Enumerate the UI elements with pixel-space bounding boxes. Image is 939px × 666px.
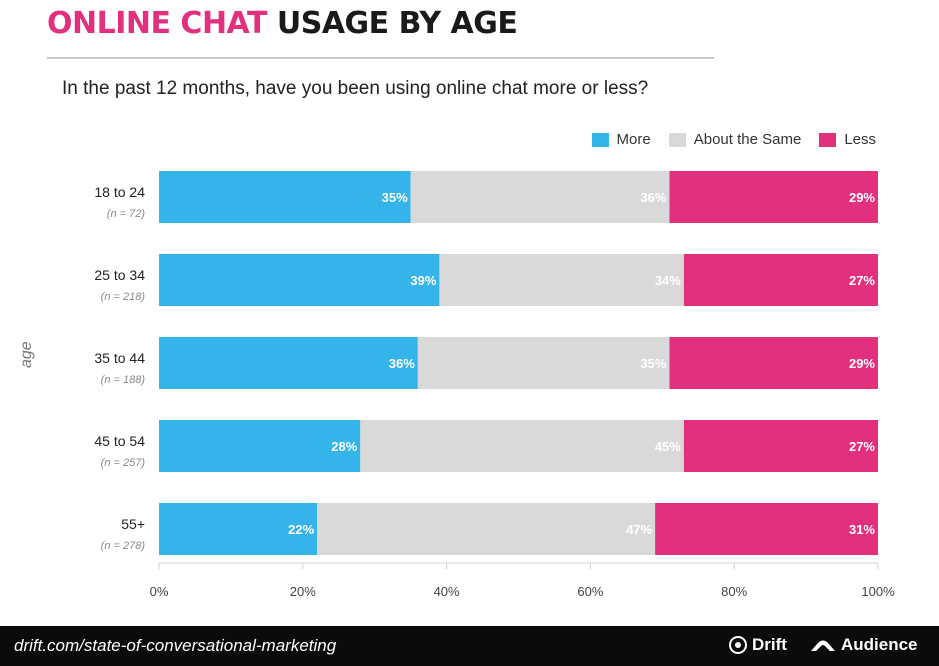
- chart-subtitle: In the past 12 months, have you been usi…: [62, 78, 649, 99]
- legend-swatch-more: [591, 132, 609, 147]
- data-label: 35%: [640, 356, 666, 371]
- data-label: 47%: [626, 522, 652, 537]
- bar-segment: [159, 254, 440, 306]
- data-label: 29%: [849, 356, 875, 371]
- x-tick-label: 60%: [577, 584, 603, 599]
- drift-brand: Drift: [729, 635, 787, 655]
- data-label: 36%: [389, 356, 415, 371]
- legend-label-more: More: [616, 131, 651, 148]
- data-label: 39%: [410, 273, 436, 288]
- footer-bar: drift.com/state-of-conversational-market…: [0, 626, 939, 666]
- page-title: ONLINE CHAT USAGE BY AGE: [47, 6, 518, 41]
- data-label: 27%: [849, 273, 875, 288]
- data-label: 31%: [849, 522, 875, 537]
- legend-item-same: About the Same: [668, 131, 802, 148]
- category-label: 55+: [121, 516, 145, 532]
- bar-segment: [410, 171, 670, 223]
- x-tick-label: 80%: [721, 584, 747, 599]
- x-tick-label: 0%: [150, 584, 169, 599]
- audience-brand: Audience: [810, 635, 918, 655]
- footer-url: drift.com/state-of-conversational-market…: [14, 636, 337, 655]
- title-accent: ONLINE CHAT: [47, 6, 267, 41]
- category-label: 45 to 54: [94, 433, 145, 449]
- data-label: 27%: [849, 439, 875, 454]
- sample-size-label: (n = 72): [107, 208, 146, 220]
- data-label: 35%: [382, 190, 408, 205]
- bar-segment: [669, 337, 878, 389]
- x-tick-label: 20%: [290, 584, 316, 599]
- legend-item-less: Less: [819, 131, 876, 148]
- drift-brand-label: Drift: [752, 635, 787, 654]
- data-label: 36%: [640, 190, 666, 205]
- bar-segment: [360, 420, 684, 472]
- legend-label-same: About the Same: [693, 131, 802, 148]
- bar-segment: [683, 254, 878, 306]
- data-label: 29%: [849, 190, 875, 205]
- x-tick-label: 100%: [861, 584, 895, 599]
- data-label: 34%: [655, 273, 681, 288]
- legend-swatch-same: [668, 132, 686, 147]
- audience-brand-label: Audience: [841, 635, 918, 654]
- bar-segment: [159, 420, 361, 472]
- sample-size-label: (n = 278): [101, 540, 146, 552]
- title-rest: USAGE BY AGE: [276, 6, 518, 41]
- legend-swatch-less: [819, 132, 837, 147]
- bar-segment: [159, 171, 411, 223]
- bar-segment: [669, 171, 878, 223]
- title-divider: [47, 57, 714, 59]
- bar-segment: [159, 503, 318, 555]
- bar-segment: [655, 503, 878, 555]
- x-tick-label: 40%: [434, 584, 460, 599]
- audience-logo-icon: [811, 640, 835, 651]
- bar-segment: [317, 503, 656, 555]
- category-label: 18 to 24: [94, 184, 145, 200]
- drift-logo-icon: [729, 636, 747, 654]
- stacked-bar-chart: 35% 36% 29% 18 to 24 (n = 72) 39% 34% 27% 25 to …: [94, 171, 895, 599]
- data-label: 28%: [331, 439, 357, 454]
- data-label: 45%: [655, 439, 681, 454]
- legend-item-more: More: [591, 131, 651, 148]
- data-label: 22%: [288, 522, 314, 537]
- bar-segment: [417, 337, 670, 389]
- bar-segment: [159, 337, 418, 389]
- chart-legend: More About the Same Less: [591, 131, 876, 148]
- sample-size-label: (n = 257): [101, 457, 146, 469]
- bar-segment: [439, 254, 684, 306]
- category-label: 35 to 44: [94, 350, 145, 366]
- category-label: 25 to 34: [94, 267, 145, 283]
- sample-size-label: (n = 218): [101, 291, 146, 303]
- bar-segment: [683, 420, 878, 472]
- sample-size-label: (n = 188): [101, 374, 146, 386]
- legend-label-less: Less: [844, 131, 876, 148]
